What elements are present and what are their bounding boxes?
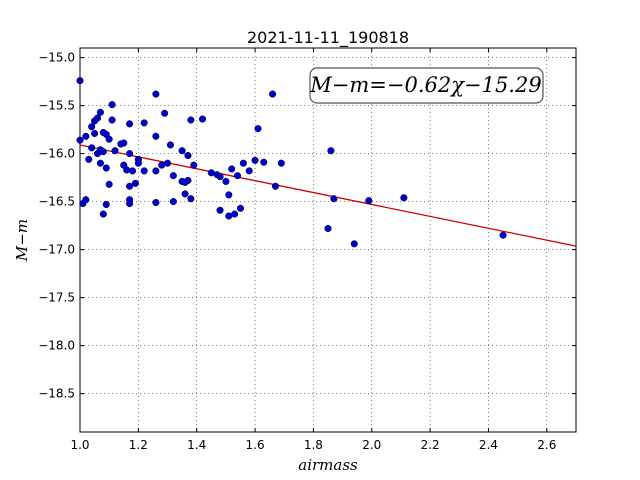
data-point bbox=[120, 139, 128, 147]
y-tick-label: −18.5 bbox=[38, 387, 75, 401]
grid-layer bbox=[80, 48, 576, 432]
plot-frame bbox=[79, 47, 577, 433]
data-point bbox=[350, 240, 358, 248]
tick-layer: 1.0 1.2 1.4 1.6 1.8 2.0 2.2 2.4 2.6 −15.0 −15.5 −16… bbox=[38, 48, 576, 452]
y-tick-label: −17.5 bbox=[38, 291, 75, 305]
x-tick-label: 1.6 bbox=[246, 438, 265, 452]
y-axis-label: M−m bbox=[13, 219, 31, 262]
data-point bbox=[111, 147, 119, 155]
data-point bbox=[228, 165, 236, 173]
chart-title: 2021-11-11_190818 bbox=[247, 28, 409, 48]
point-layer bbox=[76, 77, 507, 248]
data-point bbox=[330, 195, 338, 203]
y-tick-label: −15.5 bbox=[38, 99, 75, 113]
data-point bbox=[85, 155, 93, 163]
data-point bbox=[96, 108, 104, 116]
data-point bbox=[400, 194, 408, 202]
data-point bbox=[260, 158, 268, 166]
data-point bbox=[198, 115, 207, 123]
x-tick-label: 2.0 bbox=[362, 438, 381, 452]
data-point bbox=[169, 198, 177, 206]
data-point bbox=[99, 210, 107, 218]
data-point bbox=[131, 179, 139, 187]
data-point bbox=[152, 167, 160, 175]
data-point bbox=[88, 144, 96, 152]
data-point bbox=[216, 173, 224, 181]
data-point bbox=[216, 206, 224, 214]
data-point bbox=[277, 159, 285, 167]
data-point bbox=[184, 151, 192, 160]
data-point bbox=[245, 167, 253, 175]
x-tick-label: 2.4 bbox=[479, 438, 498, 452]
x-tick-label: 1.8 bbox=[304, 438, 323, 452]
data-point bbox=[108, 116, 116, 124]
data-point bbox=[96, 159, 104, 167]
data-point bbox=[254, 125, 262, 133]
data-point bbox=[166, 141, 174, 149]
data-point bbox=[126, 182, 134, 190]
data-point bbox=[222, 177, 230, 185]
data-point bbox=[152, 199, 160, 207]
x-tick-label: 2.2 bbox=[421, 438, 440, 452]
data-point bbox=[108, 101, 116, 109]
data-point bbox=[102, 200, 110, 209]
data-point bbox=[126, 150, 134, 158]
data-point bbox=[161, 109, 169, 117]
data-point bbox=[91, 129, 99, 137]
data-point bbox=[234, 172, 242, 180]
data-point bbox=[102, 164, 110, 172]
data-point bbox=[499, 231, 507, 239]
data-point bbox=[187, 195, 195, 203]
data-point bbox=[271, 182, 280, 190]
y-tick-label: −16.0 bbox=[38, 147, 75, 161]
data-point bbox=[140, 167, 148, 175]
x-tick-label: 2.6 bbox=[537, 438, 556, 452]
x-tick-label: 1.0 bbox=[70, 438, 89, 452]
data-point bbox=[152, 90, 160, 98]
data-point bbox=[99, 148, 107, 156]
data-point bbox=[123, 166, 131, 174]
data-point bbox=[134, 159, 142, 167]
data-point bbox=[105, 135, 113, 143]
data-point bbox=[93, 114, 102, 122]
data-point bbox=[76, 77, 84, 85]
x-axis-label: airmass bbox=[298, 456, 358, 474]
data-point bbox=[231, 210, 239, 218]
data-point bbox=[251, 156, 259, 164]
data-point bbox=[126, 120, 134, 128]
y-tick-label: −15.0 bbox=[38, 51, 75, 65]
data-point bbox=[128, 167, 137, 175]
data-point bbox=[269, 90, 277, 98]
data-point bbox=[169, 172, 177, 180]
data-point bbox=[88, 123, 96, 131]
data-point bbox=[327, 147, 335, 155]
data-point bbox=[163, 159, 172, 167]
data-point bbox=[184, 176, 192, 185]
data-point bbox=[190, 161, 198, 169]
data-point bbox=[178, 147, 186, 155]
data-point bbox=[105, 180, 113, 188]
data-point bbox=[187, 116, 195, 124]
fit-equation: M−m=−0.62χ−15.29 bbox=[309, 73, 541, 97]
data-point bbox=[236, 204, 245, 212]
data-point bbox=[365, 197, 373, 205]
y-tick-label: −16.5 bbox=[38, 195, 75, 209]
y-tick-label: −18.0 bbox=[38, 339, 75, 353]
data-point bbox=[225, 191, 233, 199]
data-point bbox=[181, 190, 189, 198]
data-point bbox=[152, 132, 160, 140]
data-point bbox=[82, 132, 90, 140]
annotation-box bbox=[309, 67, 544, 104]
data-point bbox=[324, 224, 332, 233]
x-tick-label: 1.2 bbox=[129, 438, 148, 452]
data-point bbox=[76, 136, 84, 144]
x-tick-label: 1.4 bbox=[187, 438, 206, 452]
data-point bbox=[126, 199, 134, 208]
data-point bbox=[239, 159, 247, 167]
y-tick-label: −17.0 bbox=[38, 243, 75, 257]
data-point bbox=[140, 119, 148, 127]
data-point bbox=[82, 196, 90, 204]
